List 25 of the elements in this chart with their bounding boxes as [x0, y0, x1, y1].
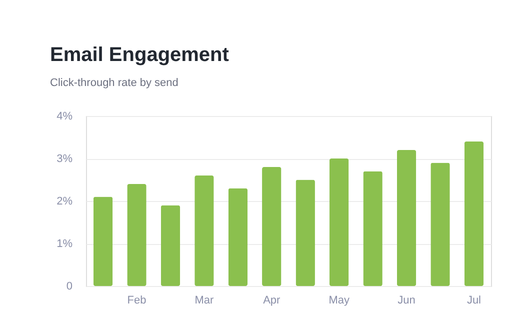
- x-tick-label: Jun: [398, 294, 416, 306]
- x-tick-label: Apr: [263, 294, 281, 306]
- bar: [127, 184, 146, 286]
- bar: [228, 188, 248, 286]
- y-tick-label: 3%: [56, 153, 73, 165]
- bar: [262, 167, 282, 286]
- bar: [396, 150, 416, 286]
- chart-subtitle: Click-through rate by send: [50, 77, 178, 89]
- x-tick-label: Feb: [127, 294, 146, 306]
- bar: [329, 158, 349, 286]
- bar: [363, 171, 382, 286]
- bar: [93, 196, 113, 286]
- x-tick-label: Jul: [466, 294, 481, 306]
- chart-title: Email Engagement: [50, 44, 230, 66]
- x-tick-label: May: [328, 294, 350, 306]
- y-tick-label: 2%: [56, 196, 73, 208]
- bar: [296, 180, 315, 286]
- bar: [464, 142, 484, 286]
- y-tick-label: 1%: [56, 238, 73, 250]
- bar: [430, 162, 450, 286]
- y-tick-label: 4%: [56, 110, 73, 122]
- bar: [160, 205, 180, 286]
- x-tick-label: Mar: [194, 294, 214, 306]
- bar: [194, 176, 214, 286]
- y-tick-label: 0: [66, 280, 72, 292]
